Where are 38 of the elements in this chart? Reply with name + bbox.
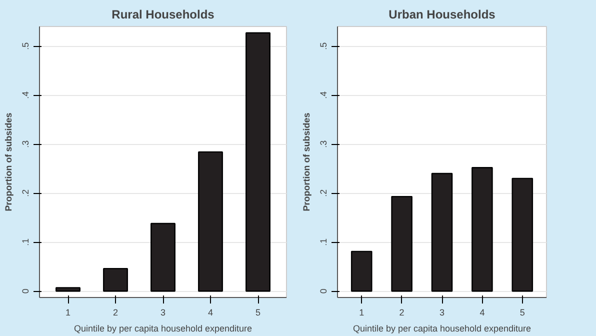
bar bbox=[246, 32, 270, 292]
x-tick-label: 1 bbox=[359, 308, 364, 318]
bar bbox=[150, 222, 176, 292]
y-tick-label: .2 bbox=[20, 189, 30, 197]
x-tick-label: 5 bbox=[520, 308, 525, 318]
chart-title: Rural Households bbox=[112, 8, 215, 22]
bar bbox=[56, 287, 80, 292]
x-tick-label: 2 bbox=[399, 308, 404, 318]
x-tick-label: 2 bbox=[112, 308, 118, 318]
y-tick-label: 0 bbox=[20, 288, 30, 294]
x-tick-label: 3 bbox=[160, 308, 166, 318]
x-axis-title: Quintile by per capita household expenditure bbox=[74, 324, 252, 334]
y-tick-label: .5 bbox=[318, 42, 328, 50]
bar bbox=[103, 268, 128, 292]
chart-title: Urban Households bbox=[388, 8, 496, 22]
y-axis-title: Proportion of subsides bbox=[302, 112, 312, 212]
y-tick-label: 0 bbox=[318, 288, 328, 294]
y-tick-label: .2 bbox=[318, 189, 328, 197]
y-tick-label: .1 bbox=[318, 238, 328, 246]
bar bbox=[472, 167, 493, 292]
bar bbox=[198, 151, 223, 292]
bar bbox=[512, 178, 534, 292]
bar bbox=[350, 250, 372, 292]
y-axis-title: Proportion of subsides bbox=[4, 112, 14, 212]
x-tick-label: 5 bbox=[255, 308, 261, 318]
x-tick-label: 4 bbox=[480, 308, 485, 318]
y-tick-label: .4 bbox=[318, 91, 328, 99]
y-tick-label: .1 bbox=[20, 238, 30, 246]
bar bbox=[391, 196, 412, 292]
y-tick-label: .5 bbox=[20, 42, 30, 50]
x-axis-title: Quintile by per capita household expenditure bbox=[352, 324, 532, 334]
y-tick-label: .3 bbox=[20, 140, 30, 148]
y-tick-label: .3 bbox=[318, 140, 328, 148]
y-tick-label: .4 bbox=[20, 91, 30, 99]
x-tick-label: 1 bbox=[65, 308, 71, 318]
x-tick-label: 3 bbox=[439, 308, 445, 318]
x-tick-label: 4 bbox=[208, 308, 214, 318]
bar bbox=[431, 172, 453, 292]
